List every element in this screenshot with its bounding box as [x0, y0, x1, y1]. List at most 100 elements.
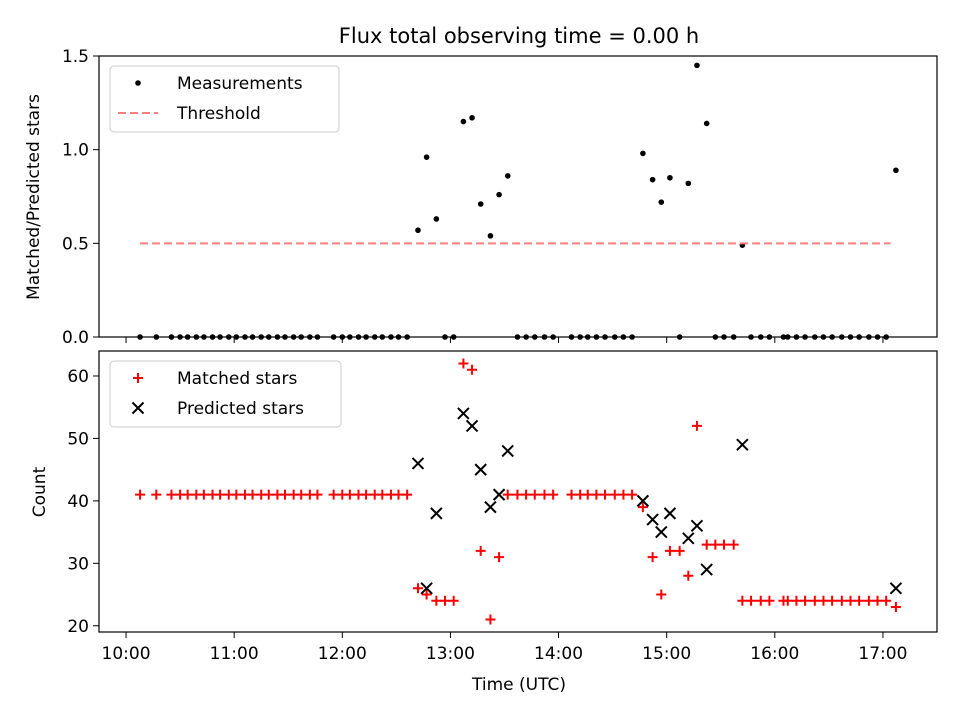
- measurement-point: [168, 334, 175, 340]
- measurement-point: [415, 227, 421, 234]
- x-tick-label: 11:00: [210, 644, 259, 664]
- measurement-point: [812, 334, 818, 340]
- matched-star-marker: [521, 489, 532, 500]
- measurement-point: [258, 334, 264, 340]
- predicted-star-marker: [457, 407, 470, 420]
- matched-star-marker: [166, 489, 177, 500]
- measurement-point: [694, 62, 700, 69]
- matched-star-marker: [683, 570, 694, 581]
- predicted-star-marker: [663, 507, 677, 520]
- predicted-star-marker: [484, 500, 497, 514]
- measurement-point: [748, 334, 754, 340]
- top-legend-box: [109, 65, 340, 133]
- bottom-y-tick-label: 40: [67, 492, 89, 512]
- measurement-point: [347, 334, 353, 340]
- matched-star-marker: [755, 595, 766, 606]
- matched-star-marker: [656, 589, 667, 600]
- measurement-point: [658, 199, 665, 205]
- matched-star-marker: [412, 583, 423, 594]
- matched-star-marker: [854, 595, 865, 606]
- measurement-point: [611, 334, 618, 340]
- measurement-point: [780, 334, 787, 340]
- matched-star-marker: [312, 489, 323, 500]
- matched-star-marker: [728, 539, 739, 550]
- matched-star-marker: [485, 614, 496, 625]
- x-tick-label: 13:00: [426, 644, 475, 664]
- measurement-point: [820, 334, 827, 340]
- predicted-star-marker: [736, 438, 749, 451]
- measurement-point: [568, 334, 575, 340]
- measurement-point: [496, 191, 502, 198]
- matched-star-marker: [591, 489, 602, 500]
- measurement-point: [265, 334, 272, 340]
- matched-star-marker: [718, 539, 729, 550]
- measurement-point: [249, 334, 256, 340]
- predicted-star-marker: [420, 582, 433, 595]
- matched-star-marker: [135, 489, 146, 500]
- legend-marker-predicted: [131, 401, 145, 415]
- matched-star-marker: [263, 489, 274, 500]
- legend-label: Threshold: [176, 104, 261, 124]
- matched-star-marker: [279, 489, 290, 500]
- measurement-point: [388, 334, 394, 340]
- matched-star-marker: [674, 545, 685, 556]
- predicted-star-marker: [474, 463, 487, 476]
- x-axis-label: Time (UTC): [471, 675, 566, 695]
- matched-star-marker: [361, 489, 372, 500]
- predicted-star-marker: [411, 457, 425, 470]
- measurement-point: [330, 334, 337, 340]
- measurement-point: [184, 334, 191, 340]
- x-tick-label: 10:00: [102, 644, 151, 664]
- measurement-point: [193, 334, 200, 340]
- predicted-star-marker: [655, 525, 668, 539]
- bottom-series-1: [411, 407, 903, 595]
- matched-star-marker: [548, 489, 559, 500]
- measurement-point: [602, 334, 608, 340]
- matched-star-marker: [627, 489, 638, 500]
- bottom-y-tick-label: 50: [67, 429, 89, 449]
- matched-star-marker: [151, 489, 162, 500]
- measurement-point: [685, 180, 692, 187]
- x-tick-label: 15:00: [642, 644, 691, 664]
- top-y-tick-label: 0.0: [62, 328, 89, 348]
- measurement-point: [282, 334, 288, 340]
- measurement-point: [225, 334, 232, 340]
- measurement-point: [298, 334, 305, 340]
- matched-star-marker: [377, 489, 388, 500]
- measurement-point: [667, 174, 673, 181]
- top-y-tick-label: 1.0: [62, 141, 89, 161]
- measurement-point: [177, 334, 183, 340]
- measurement-point: [314, 334, 321, 340]
- measurement-point: [676, 334, 683, 340]
- measurement-point: [839, 334, 845, 340]
- measurement-point: [339, 334, 346, 340]
- matched-star-marker: [809, 595, 820, 606]
- predicted-star-marker: [501, 444, 514, 458]
- measurement-point: [730, 334, 737, 340]
- measurement-point: [504, 173, 511, 179]
- measurement-point: [531, 334, 538, 340]
- measurement-point: [487, 233, 494, 239]
- matched-star-marker: [609, 489, 620, 500]
- matched-star-marker: [231, 489, 242, 500]
- matched-star-marker: [872, 595, 883, 606]
- predicted-star-marker: [700, 563, 713, 576]
- matched-star-marker: [845, 595, 856, 606]
- bottom-y-tick-label: 20: [67, 617, 89, 637]
- measurement-point: [371, 334, 378, 340]
- top-series-0: [137, 62, 899, 340]
- measurement-point: [874, 334, 881, 340]
- matched-star-marker: [818, 595, 829, 606]
- legend-marker-matched: [133, 373, 143, 383]
- bottom-panel: 20 30 40 50 60 10:00 11:00 12:00 13:00 14:00 15:00…: [67, 350, 938, 664]
- matched-star-marker: [863, 595, 874, 606]
- matched-star-marker: [836, 595, 847, 606]
- top-panel: 0.0 0.5 1.0 1.5 Measurements Threshold: [62, 47, 938, 348]
- measurement-point: [404, 334, 410, 340]
- measurement-point: [893, 167, 899, 174]
- bottom-legend-box: [109, 360, 342, 428]
- top-legend: Measurements Threshold: [109, 65, 340, 133]
- measurement-point: [712, 334, 719, 340]
- bottom-y-axis-label: Count: [30, 466, 50, 517]
- predicted-star-marker: [492, 488, 506, 501]
